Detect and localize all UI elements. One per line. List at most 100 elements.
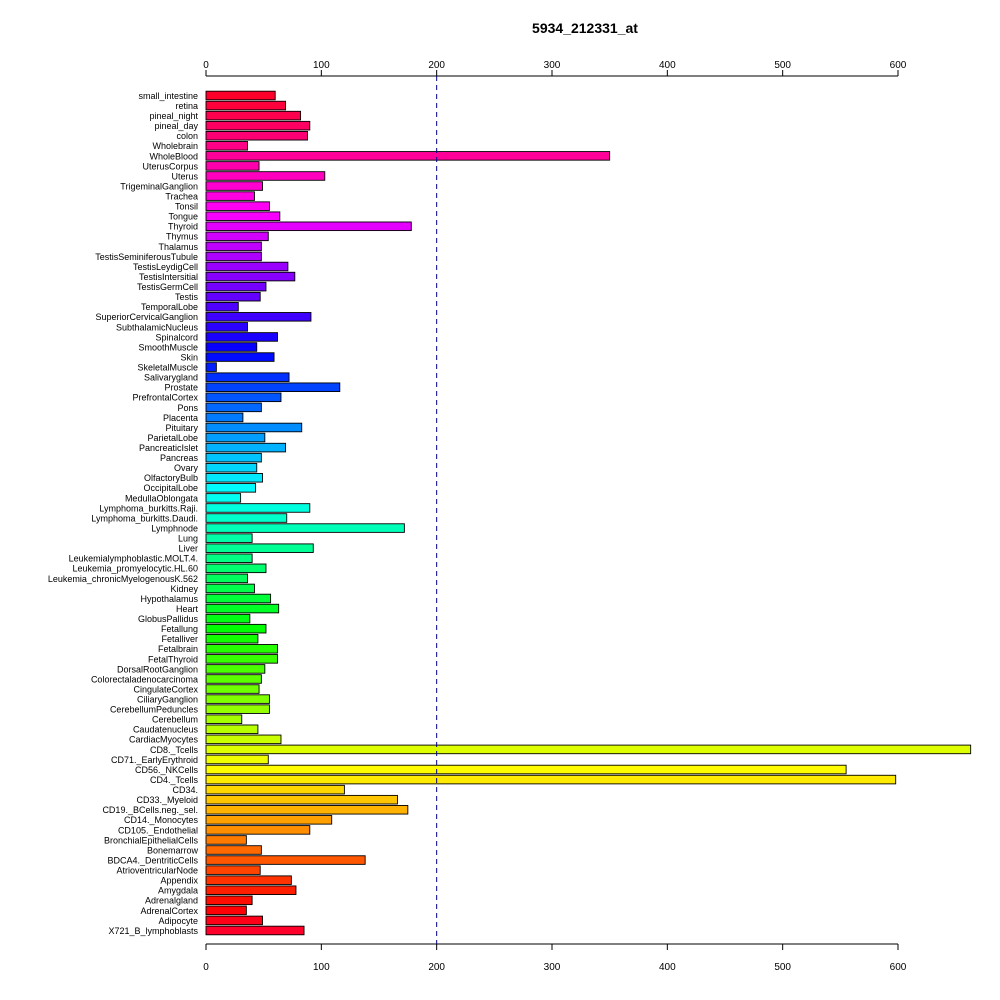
category-label-lung: Lung <box>178 534 198 544</box>
bar-superiorcervicalganglion <box>205 312 312 322</box>
bar-ciliaryganglion <box>205 694 270 704</box>
category-label-uterus: Uterus <box>171 171 198 181</box>
category-label-testisleydigcell: TestisLeydigCell <box>133 262 198 272</box>
category-label-lymphnode: Lymphnode <box>151 523 198 533</box>
x-tick-label-bottom-200: 200 <box>428 962 445 973</box>
category-label-thyroid: Thyroid <box>168 222 198 232</box>
category-label-superiorcervicalganglion: SuperiorCervicalGanglion <box>95 312 198 322</box>
category-label-hypothalamus: Hypothalamus <box>140 594 198 604</box>
bar-liver <box>205 543 314 553</box>
bar-adrenalgland <box>205 895 253 906</box>
bar-wholeblood <box>205 151 611 161</box>
category-label-tonsil: Tonsil <box>175 202 198 212</box>
category-label-fetalliver: Fetalliver <box>161 634 198 644</box>
x-tick-label-bottom-100: 100 <box>313 962 330 973</box>
category-label-fetalthyroid: FetalThyroid <box>148 654 198 664</box>
bar-cd34 <box>205 784 345 795</box>
category-label-kidney: Kidney <box>170 584 198 594</box>
bar-atrioventricularnode <box>205 865 261 875</box>
bar-trigeminalganglion <box>205 181 263 191</box>
category-label-pineal-night: pineal_night <box>149 111 198 121</box>
category-label-cd8-tcells: CD8._Tcells <box>150 745 199 755</box>
category-label-leukemia-chronicmyelogenousk-562: Leukemia_chronicMyelogenousK.562 <box>48 574 198 584</box>
bar-cd4-tcells <box>205 774 897 785</box>
bar-pancreas <box>205 452 262 463</box>
category-label-cd105-endothelial: CD105._Endothelial <box>118 825 198 835</box>
category-label-pancreaticislet: PancreaticIslet <box>139 443 199 453</box>
bar-placenta <box>205 412 244 423</box>
bar-pons <box>205 402 262 413</box>
bar-ovary <box>205 462 258 473</box>
category-label-cerebellumpeduncles: CerebellumPeduncles <box>110 705 199 715</box>
category-label-cingulatecortex: CingulateCortex <box>133 684 198 694</box>
category-label-small-intestine: small_intestine <box>138 91 198 101</box>
category-label-cerebellum: Cerebellum <box>152 715 198 725</box>
bar-thyroid <box>205 221 412 232</box>
category-label-leukemialymphoblastic-molt-4: Leukemialymphoblastic.MOLT.4. <box>69 554 198 564</box>
category-label-bonemarrow: Bonemarrow <box>147 845 199 855</box>
category-label-heart: Heart <box>176 604 199 614</box>
bar-fetalliver <box>205 633 259 644</box>
category-label-caudatenucleus: Caudatenucleus <box>133 725 199 735</box>
bars-group <box>205 90 972 936</box>
bar-pituitary <box>205 422 303 433</box>
category-label-thalamus: Thalamus <box>158 242 198 252</box>
category-label-pons: Pons <box>177 403 198 413</box>
bar-parietallobe <box>205 432 266 443</box>
bar-uteruscorpus <box>205 161 260 171</box>
bar-leukemia-promyelocytic-hl-60 <box>205 563 267 574</box>
x-tick-label-top-400: 400 <box>659 60 676 71</box>
bar-dorsalrootganglion <box>205 664 266 674</box>
category-label-testisintersitial: TestisIntersitial <box>139 272 198 282</box>
category-label-bdca4-dentriticcells: BDCA4._DentriticCells <box>107 855 198 865</box>
bar-globuspallidus <box>205 613 251 624</box>
category-label-cd33-myeloid: CD33._Myeloid <box>136 795 198 805</box>
x-axis-bottom: 0 100 200 300 400 500 600 <box>203 943 907 973</box>
x-tick-label-bottom-400: 400 <box>659 962 676 973</box>
category-label-amygdala: Amygdala <box>158 886 198 896</box>
x-axis-top: 0 100 200 300 400 500 600 <box>203 60 907 77</box>
bar-trachea <box>205 191 255 201</box>
bar-occipitallobe <box>205 483 257 493</box>
category-label-uteruscorpus: UterusCorpus <box>142 161 198 171</box>
bar-adipocyte <box>205 915 263 926</box>
bar-bonemarrow <box>205 845 262 855</box>
chart-title: 5934_212331_at <box>532 20 638 36</box>
x-tick-label-bottom-500: 500 <box>774 962 791 973</box>
category-label-tongue: Tongue <box>168 212 198 222</box>
category-label-fetalbrain: Fetalbrain <box>158 644 198 654</box>
bar-thalamus <box>205 241 262 252</box>
bar-skin <box>205 352 275 362</box>
bar-pancreaticislet <box>205 442 287 453</box>
bar-bdca4-dentriticcells <box>205 855 366 865</box>
bar-lymphnode <box>205 523 405 533</box>
bar-pineal-day <box>205 120 311 131</box>
category-label-occipitallobe: OccipitalLobe <box>143 483 198 493</box>
category-label-appendix: Appendix <box>160 876 198 886</box>
category-label-subthalamicnucleus: SubthalamicNucleus <box>116 322 199 332</box>
bar-lymphoma-burkitts-daudi <box>205 513 288 523</box>
category-label-thymus: Thymus <box>166 232 199 242</box>
bar-olfactorybulb <box>205 473 263 483</box>
x-tick-label-top-200: 200 <box>428 60 445 71</box>
category-label-cd56-nkcells: CD56._NKCells <box>135 765 199 775</box>
bar-testisseminiferoustubule <box>205 251 262 262</box>
category-label-testisseminiferoustubule: TestisSeminiferousTubule <box>95 252 198 262</box>
category-label-prefrontalcortex: PrefrontalCortex <box>132 393 198 403</box>
category-label-atrioventricularnode: AtrioventricularNode <box>116 866 198 876</box>
bar-spinalcord <box>205 332 278 342</box>
category-labels-group: small_intestineretinapineal_nightpineal_… <box>48 91 199 936</box>
category-label-liver: Liver <box>178 544 198 554</box>
category-label-x721-b-lymphoblasts: X721_B_lymphoblasts <box>108 926 198 936</box>
category-label-trigeminalganglion: TrigeminalGanglion <box>120 181 198 191</box>
bar-cerebellum <box>205 714 243 724</box>
bar-heart <box>205 603 280 614</box>
bar-cd8-tcells <box>205 744 972 755</box>
bar-hypothalamus <box>205 593 272 604</box>
category-label-pituitary: Pituitary <box>165 423 198 433</box>
bar-cd14-monocytes <box>205 815 333 825</box>
category-label-adrenalgland: Adrenalgland <box>145 896 198 906</box>
bar-temporallobe <box>205 302 239 312</box>
bar-subthalamicnucleus <box>205 322 248 332</box>
